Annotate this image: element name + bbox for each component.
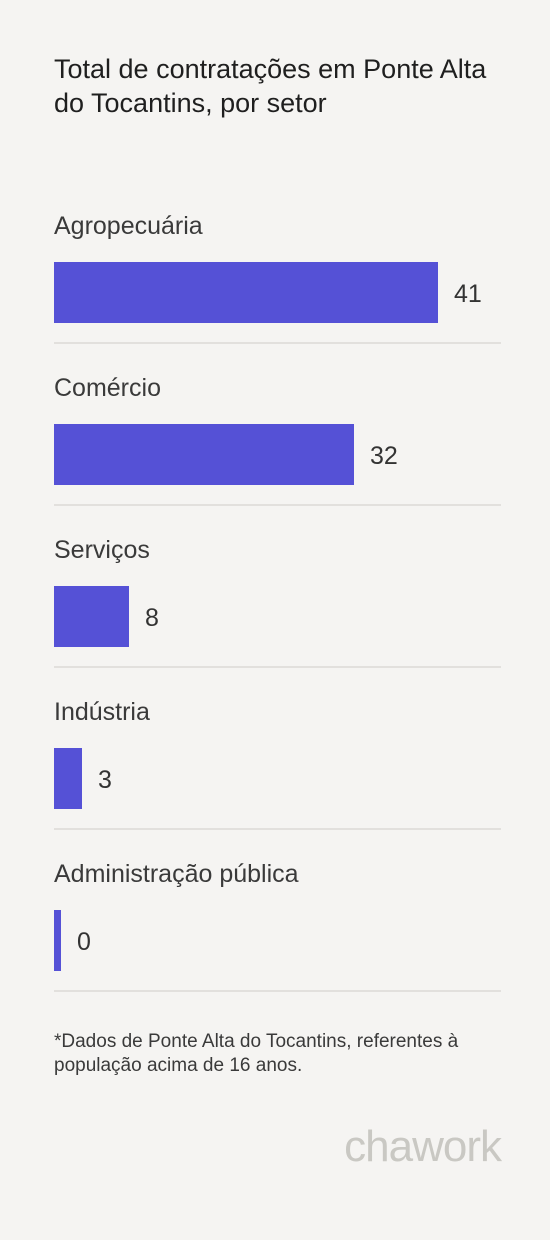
value-label: 3	[98, 766, 112, 794]
category-label: Agropecuária	[54, 212, 203, 240]
chawork-logo: chawork	[344, 1122, 502, 1171]
row-divider	[54, 342, 501, 344]
category-label: Serviços	[54, 536, 150, 564]
value-label: 41	[454, 280, 482, 308]
bar	[54, 748, 82, 809]
bar	[54, 262, 438, 323]
bar	[54, 424, 354, 485]
value-label: 32	[370, 442, 398, 470]
bar	[54, 586, 129, 647]
row-divider	[54, 504, 501, 506]
row-divider	[54, 990, 501, 992]
chart-title: Total de contratações em Ponte Alta do T…	[54, 54, 487, 118]
value-label: 0	[77, 928, 91, 956]
category-label: Comércio	[54, 374, 161, 402]
category-label: Administração pública	[54, 860, 299, 888]
bar	[54, 910, 61, 971]
row-divider	[54, 828, 501, 830]
category-label: Indústria	[54, 698, 150, 726]
bar-chart: Agropecuária 41 Comércio 32 Serviços 8 Indústr…	[54, 0, 501, 1000]
row-divider	[54, 666, 501, 668]
footnote: *Dados de Ponte Alta do Tocantins, refer…	[54, 1031, 459, 1076]
value-label: 8	[145, 604, 159, 632]
